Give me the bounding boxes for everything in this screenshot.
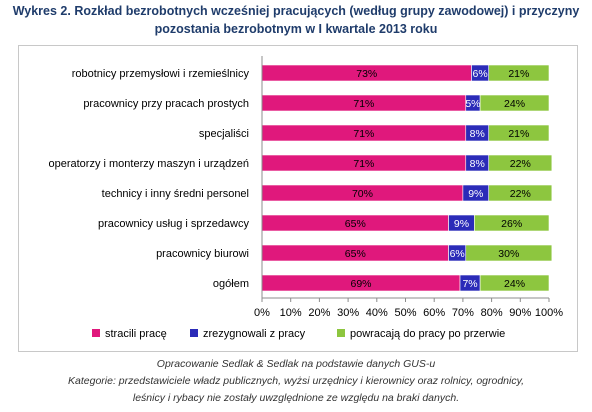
data-label: 6% (473, 68, 488, 80)
legend-label: stracili pracę (105, 328, 167, 340)
x-tick-label: 90% (509, 307, 531, 319)
data-label: 8% (470, 158, 485, 170)
category-label: pracownicy usług i sprzedawcy (98, 218, 250, 230)
x-tick-label: 60% (423, 307, 445, 319)
source-note: Opracowanie Sedlak & Sedlak na podstawie… (156, 358, 436, 370)
category-label: technicy i inny średni personel (102, 188, 249, 200)
data-label: 9% (468, 188, 483, 200)
chart-title: Wykres 2. Rozkład bezrobotnych wcześniej… (0, 2, 592, 38)
x-tick-label: 40% (366, 307, 388, 319)
bar-segment (465, 244, 553, 262)
legend-label: powracają do pracy po przerwie (350, 328, 505, 340)
data-label: 65% (345, 218, 366, 230)
data-label: 30% (498, 248, 519, 260)
data-label: 26% (501, 218, 522, 230)
data-label: 7% (462, 278, 477, 290)
data-label: 22% (510, 188, 531, 200)
category-label: ogółem (213, 278, 249, 290)
data-label: 71% (353, 158, 374, 170)
bar-segment (479, 274, 550, 292)
x-tick-label: 50% (394, 307, 416, 319)
chart-title-line-1: Wykres 2. Rozkład bezrobotnych wcześniej… (12, 4, 580, 18)
bar-segment (474, 214, 550, 232)
x-tick-label: 30% (337, 307, 359, 319)
x-tick-label: 70% (452, 307, 474, 319)
data-label: 70% (352, 188, 373, 200)
category-label: robotnicy przemysłowi i rzemieślnicy (72, 68, 250, 80)
category-label: pracownicy przy pracach prostych (83, 98, 249, 110)
data-label: 6% (450, 248, 465, 260)
legend-swatch (92, 329, 100, 337)
data-label: 69% (351, 278, 372, 290)
data-label: 21% (508, 128, 529, 140)
bar-segment (488, 184, 553, 202)
data-label: 73% (356, 68, 377, 80)
data-label: 71% (353, 98, 374, 110)
category-label: pracownicy biurowi (156, 248, 249, 260)
data-label: 8% (470, 128, 485, 140)
x-tick-label: 0% (254, 307, 270, 319)
data-label: 21% (508, 68, 529, 80)
source-notes: Opracowanie Sedlak & Sedlak na podstawie… (0, 356, 592, 407)
x-tick-label: 10% (280, 307, 302, 319)
x-tick-label: 20% (308, 307, 330, 319)
data-label: 24% (504, 278, 525, 290)
legend-swatch (190, 329, 198, 337)
category-label: operatorzy i monterzy maszyn i urządzeń (48, 158, 249, 170)
x-tick-label: 80% (481, 307, 503, 319)
data-label: 22% (510, 158, 531, 170)
bar-segment (479, 94, 550, 112)
data-label: 24% (504, 98, 525, 110)
data-label: 5% (465, 98, 480, 110)
legend-swatch (337, 329, 345, 337)
data-label: 71% (353, 128, 374, 140)
bar-segment (488, 124, 550, 142)
chart-title-line-2: pozostania bezrobotnym w I kwartale 2013… (154, 22, 438, 36)
category-note-line-2: leśnicy i rybacy nie zostały uwzględnion… (132, 392, 460, 404)
x-tick-label: 100% (535, 307, 563, 319)
bar-segment (488, 154, 553, 172)
data-label: 65% (345, 248, 366, 260)
legend-label: zrezygnowali z pracy (203, 328, 306, 340)
bar-segment (488, 64, 550, 82)
data-label: 9% (454, 218, 469, 230)
category-label: specjaliści (199, 128, 249, 140)
category-note-line-1: Kategorie: przedstawiciele władz publicz… (68, 375, 524, 387)
